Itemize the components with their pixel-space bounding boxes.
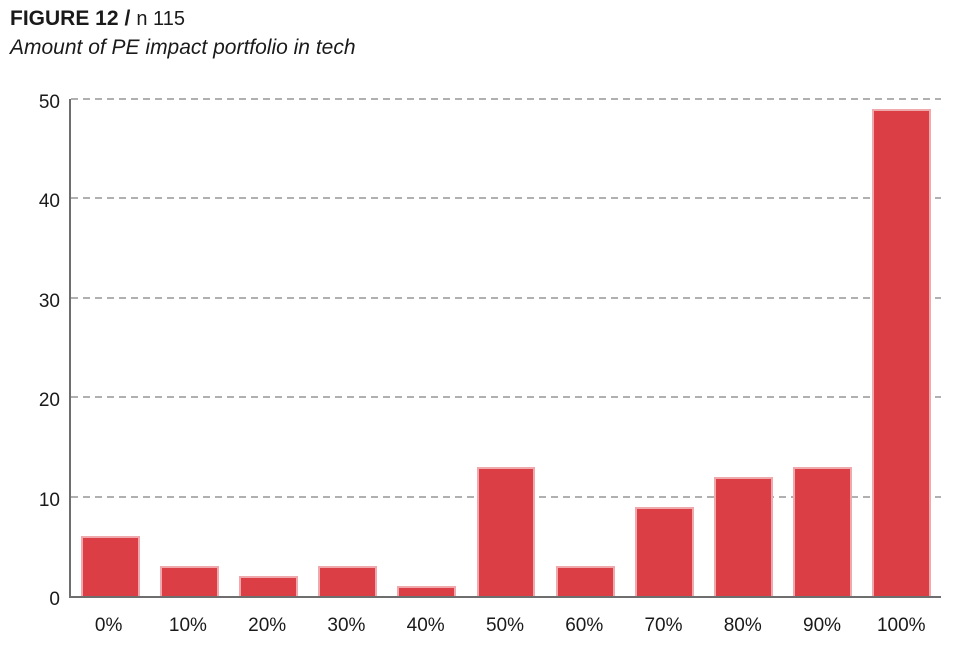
bar-slot-80%: [704, 99, 783, 596]
bar-20%: [239, 576, 299, 596]
figure-title: FIGURE 12/n 115: [10, 5, 356, 33]
y-tick-label-10: 10: [38, 489, 60, 511]
bar-10%: [160, 566, 220, 596]
bar-50%: [476, 466, 536, 596]
y-tick-label-40: 40: [38, 191, 60, 213]
bar-100%: [872, 108, 931, 596]
x-tick-label-40%: 40%: [406, 615, 445, 636]
x-tick-label-10%: 10%: [168, 615, 207, 636]
y-tick-label-20: 20: [38, 390, 60, 412]
bar-0%: [81, 536, 140, 596]
x-tick-label-60%: 60%: [565, 615, 604, 636]
x-tick-label-50%: 50%: [485, 615, 524, 636]
plot-area: [69, 98, 941, 598]
x-axis-labels: 0% 10% 20% 30% 40% 50% 60% 70% 80% 90% 100%: [69, 615, 941, 637]
gridline-40: [71, 197, 941, 200]
bar-slot-40%: [387, 99, 466, 596]
x-tick-label-0%: 0%: [94, 615, 123, 636]
gridline-20: [71, 396, 941, 399]
bar-90%: [792, 466, 852, 596]
gridline-50: [71, 98, 941, 100]
figure-number: FIGURE 12: [10, 7, 119, 30]
x-tick-label-90%: 90%: [803, 615, 842, 636]
bars: [71, 99, 941, 596]
bar-slot-50%: [466, 99, 545, 596]
x-tick-label-30%: 30%: [327, 615, 366, 636]
x-tick-label-20%: 20%: [248, 615, 287, 636]
x-tick-label-100%: 100%: [876, 615, 926, 636]
figure-subtitle: Amount of PE impact portfolio in tech: [10, 36, 356, 59]
bar-slot-0%: [71, 99, 150, 596]
bar-slot-70%: [625, 99, 704, 596]
bar-slot-10%: [150, 99, 229, 596]
bar-slot-90%: [783, 99, 862, 596]
bar-slot-60%: [546, 99, 625, 596]
bar-40%: [397, 586, 457, 596]
figure-header: FIGURE 12/n 115 Amount of PE impact port…: [10, 5, 356, 61]
bar-70%: [634, 506, 694, 596]
y-tick-label-0: 0: [49, 589, 60, 610]
gridline-30: [71, 296, 941, 299]
bar-slot-20%: [229, 99, 308, 596]
y-tick-label-50: 50: [38, 92, 60, 113]
y-tick-label-30: 30: [38, 290, 60, 312]
bar-30%: [318, 566, 378, 596]
title-separator: /: [124, 7, 131, 30]
bar-80%: [713, 476, 773, 596]
bar-slot-100%: [862, 99, 941, 596]
bar-60%: [555, 566, 615, 596]
bar-slot-30%: [308, 99, 387, 596]
x-tick-label-70%: 70%: [644, 615, 683, 636]
x-tick-label-80%: 80%: [723, 615, 762, 636]
y-axis-labels: 0 10 20 30 40 50: [0, 92, 60, 610]
sample-size: n 115: [136, 8, 185, 30]
